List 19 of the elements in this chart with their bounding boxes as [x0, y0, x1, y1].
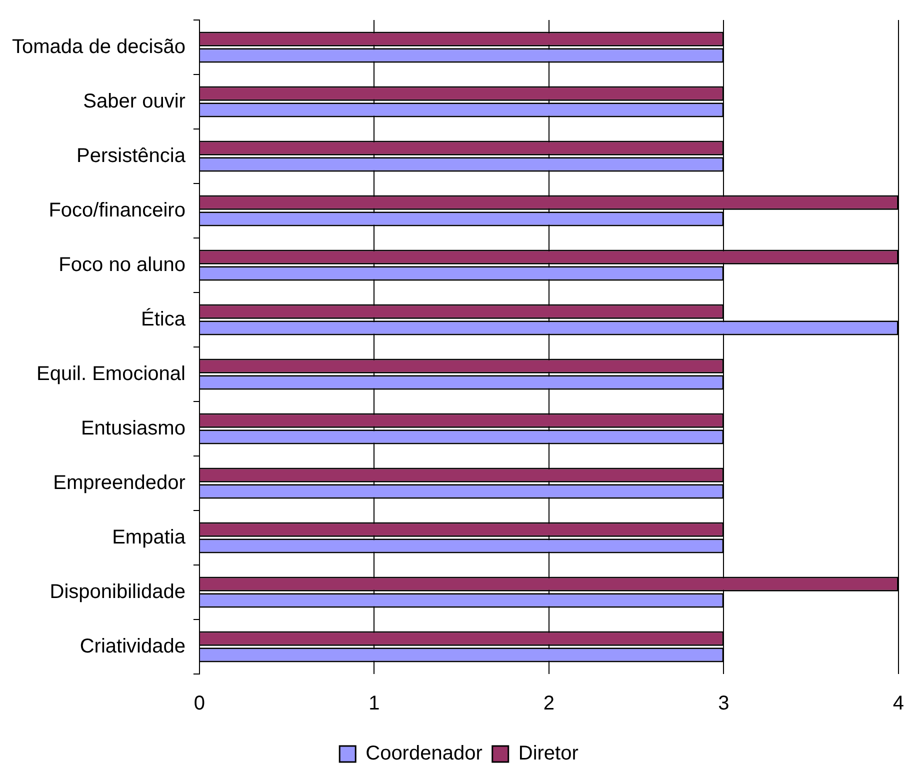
- y-tick-label: Persistência: [76, 144, 186, 167]
- y-tick-label: Tomada de decisão: [12, 36, 186, 58]
- x-tick-label: 2: [543, 692, 555, 715]
- x-tick-label: 3: [718, 692, 730, 715]
- y-tick-label: Equil. Emocional: [36, 362, 186, 385]
- y-tick-label: Entusiasmo: [80, 417, 186, 440]
- x-tick-label: 1: [368, 692, 380, 715]
- legend-label: Coordenador: [366, 742, 483, 765]
- y-tick-label: Criatividade: [80, 635, 186, 658]
- y-tick-label: Saber ouvir: [83, 90, 186, 112]
- y-tick-label: Foco no aluno: [58, 254, 186, 276]
- y-tick-label: Foco/financeiro: [48, 199, 186, 222]
- y-tick-label: Disponibilidade: [50, 580, 186, 603]
- legend-label: Diretor: [518, 742, 579, 765]
- x-tick-label: 4: [892, 692, 904, 715]
- x-tick-label: 0: [194, 692, 206, 715]
- y-tick-label: Ética: [140, 307, 186, 330]
- y-tick-label: Empatia: [112, 526, 186, 548]
- y-tick-label: Empreendedor: [53, 472, 186, 494]
